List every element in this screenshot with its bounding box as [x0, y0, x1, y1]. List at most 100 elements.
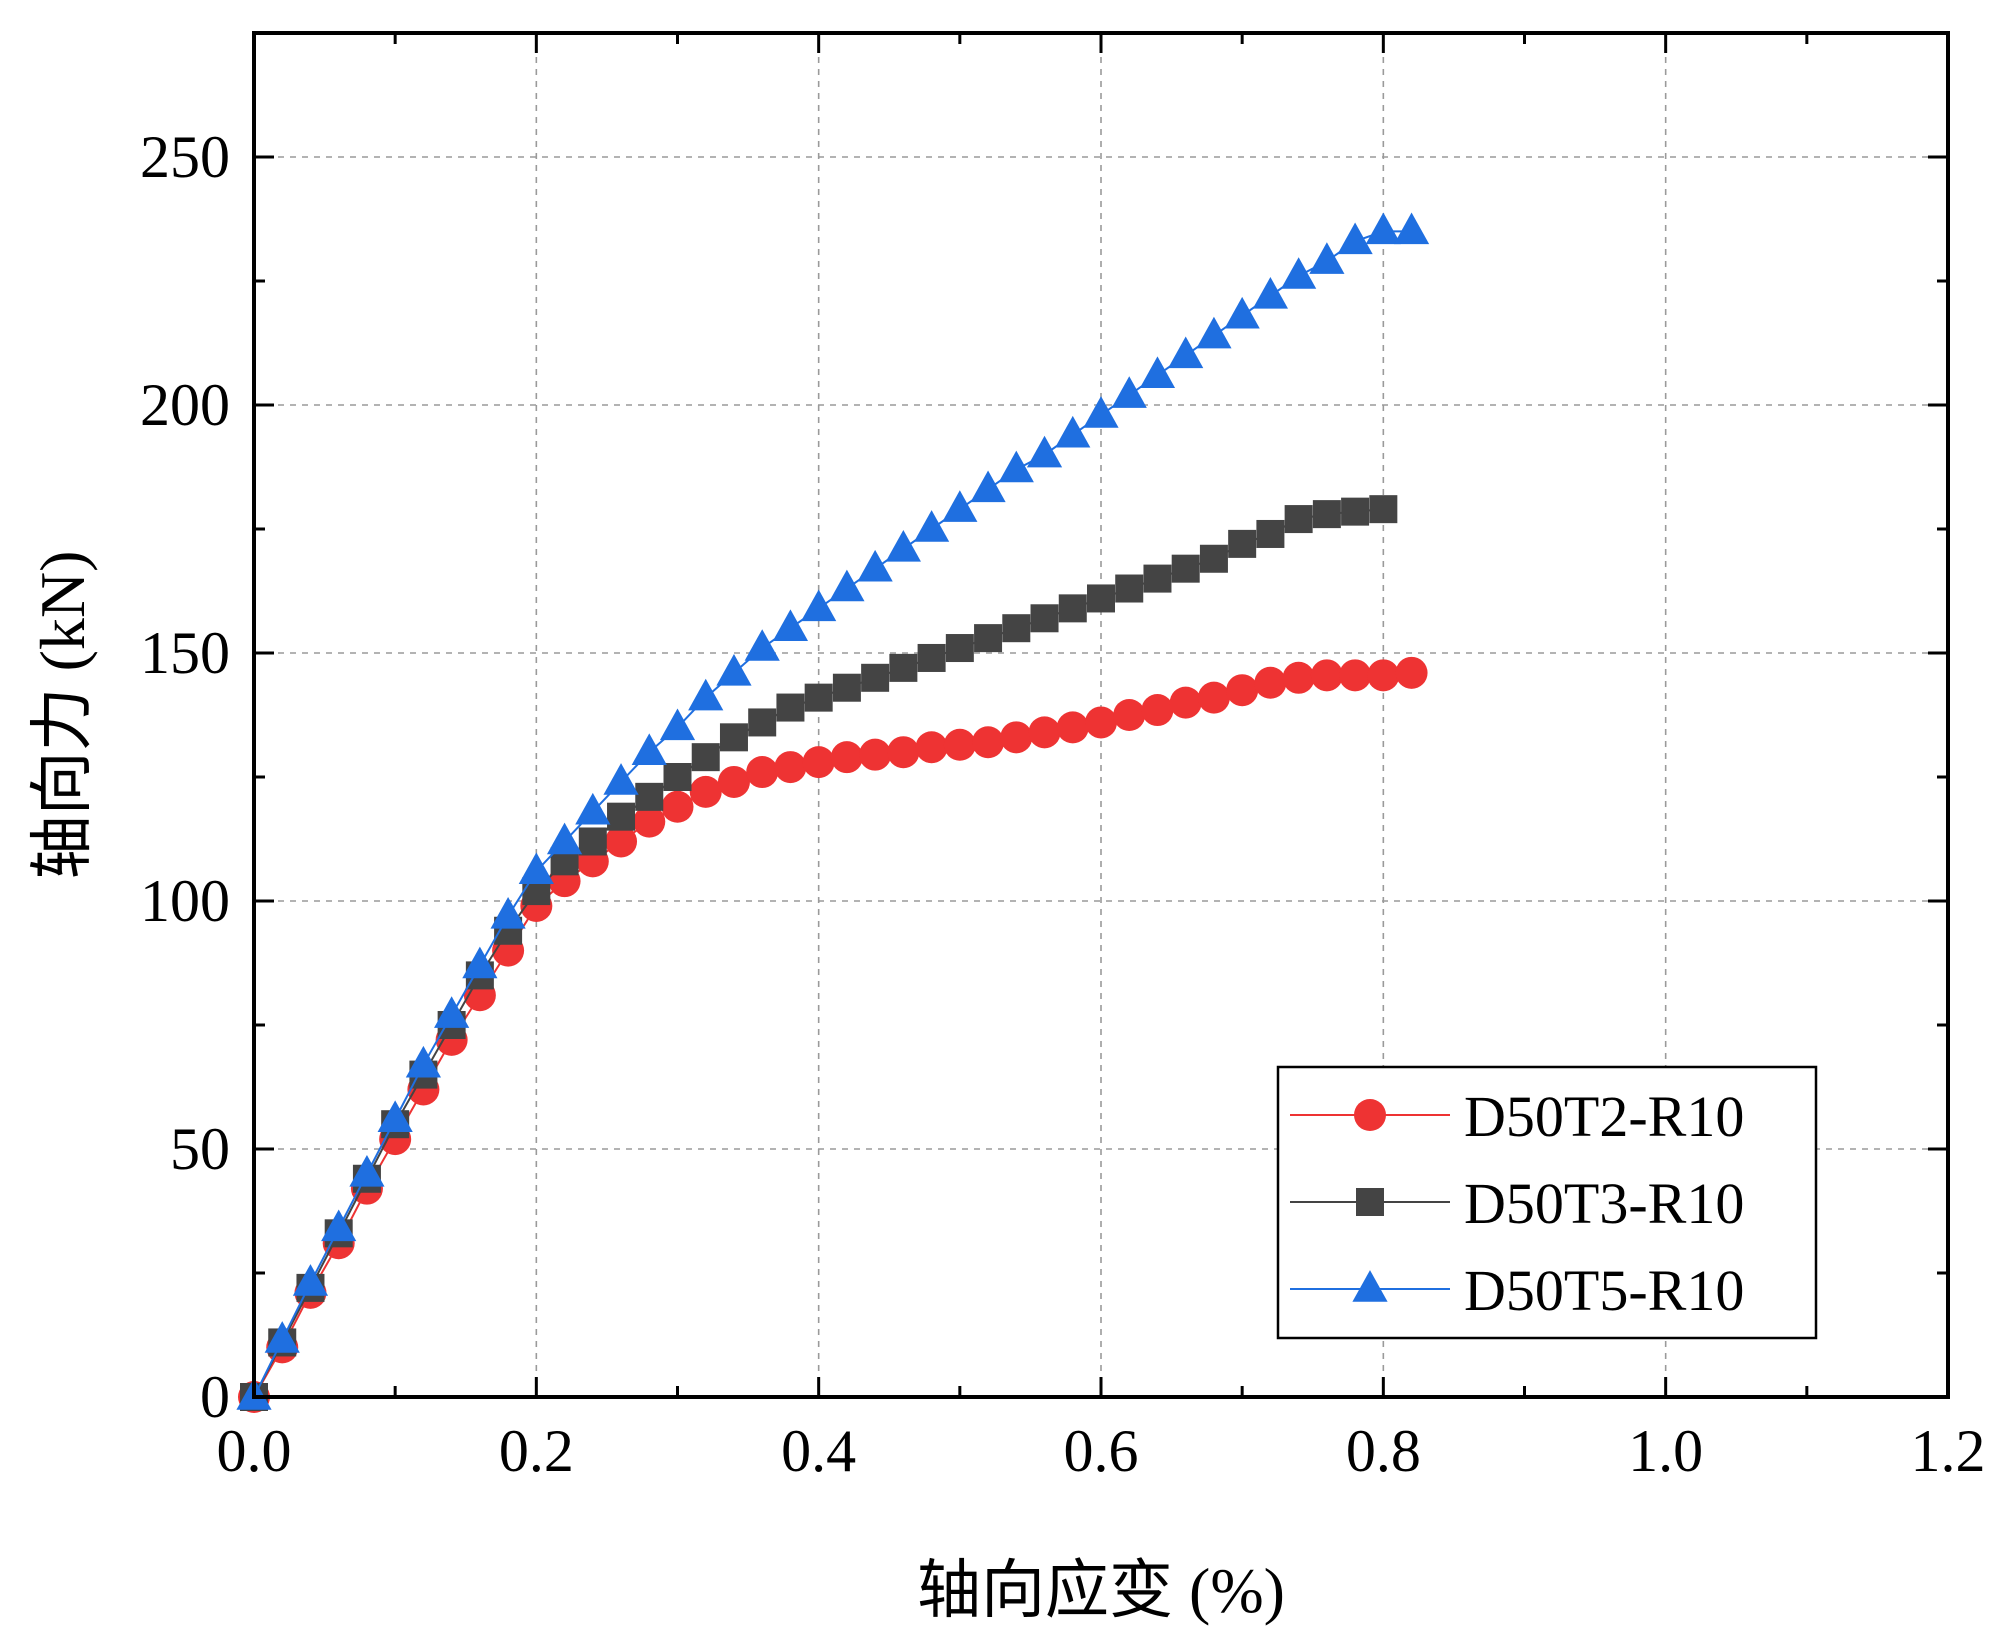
y-tick-label: 100: [140, 868, 230, 934]
data-point: [659, 708, 696, 741]
legend-label: D50T3-R10: [1464, 1171, 1744, 1236]
data-point: [691, 743, 720, 772]
data-point: [942, 490, 978, 522]
data-point: [490, 897, 526, 929]
data-point: [1312, 500, 1341, 529]
data-point: [1309, 242, 1345, 274]
data-point: [802, 746, 835, 779]
data-point: [1139, 356, 1176, 389]
data-point: [716, 653, 752, 686]
data-point: [1252, 277, 1288, 309]
data-point: [1367, 659, 1400, 692]
x-tick-label: 1.0: [1628, 1418, 1703, 1484]
data-point: [405, 1045, 441, 1078]
y-tick-label: 50: [170, 1116, 230, 1182]
data-point: [1113, 699, 1146, 731]
data-point: [1171, 554, 1200, 583]
data-point: [1284, 505, 1313, 534]
data-point: [885, 529, 921, 562]
data-point: [264, 1321, 300, 1353]
data-point: [1111, 376, 1147, 408]
data-point: [688, 678, 724, 711]
data-point: [578, 827, 607, 856]
legend: D50T2-R10 D50T3-R10 D50T5-R10: [1276, 1065, 1818, 1340]
data-point: [1055, 415, 1091, 448]
legend-item: D50T5-R10: [1290, 1258, 1744, 1323]
data-point: [462, 946, 498, 979]
data-point: [1115, 574, 1144, 603]
data-point: [292, 1264, 329, 1296]
data-point: [861, 663, 890, 692]
data-point: [917, 643, 946, 672]
series-layer: [236, 212, 1430, 1413]
data-point: [1199, 544, 1228, 573]
data-point: [1000, 721, 1033, 754]
axes: 0.0 0.2 0.4 0.6 0.8 1.0 1.2 0 50 100 150 200 250: [140, 33, 1986, 1484]
legend-label: D50T2-R10: [1464, 1084, 1744, 1149]
data-point: [1339, 659, 1372, 692]
data-point: [434, 996, 470, 1028]
data-point: [661, 790, 694, 823]
data-point: [1169, 686, 1202, 719]
data-point: [546, 822, 583, 855]
data-point: [974, 624, 1003, 653]
data-point: [1141, 694, 1174, 727]
data-point: [1143, 564, 1172, 593]
data-point: [1365, 212, 1401, 245]
data-point: [1087, 584, 1115, 613]
data-point: [832, 673, 861, 702]
data-point: [1337, 222, 1373, 255]
x-tick-label: 0.4: [781, 1418, 856, 1484]
data-point: [1228, 529, 1257, 558]
series-D50T5-R10: [236, 212, 1430, 1410]
data-point: [635, 782, 664, 811]
data-point: [1085, 706, 1117, 739]
data-point: [575, 792, 611, 825]
legend-label: D50T5-R10: [1464, 1258, 1744, 1323]
data-point: [830, 741, 863, 774]
data-point: [801, 589, 837, 622]
data-point: [607, 802, 636, 831]
data-point: [804, 683, 833, 712]
data-point: [1224, 296, 1260, 329]
data-point: [1058, 594, 1087, 623]
y-tick-label: 0: [200, 1364, 230, 1430]
data-point: [914, 510, 950, 542]
legend-marker: [1356, 1188, 1384, 1216]
x-tick-label: 1.2: [1911, 1418, 1986, 1484]
data-point: [887, 736, 920, 769]
data-point: [829, 569, 865, 602]
data-point: [998, 450, 1034, 483]
legend-marker: [1354, 1099, 1386, 1131]
legend-item: D50T3-R10: [1290, 1171, 1744, 1236]
data-point: [1369, 495, 1398, 524]
data-point: [1282, 661, 1315, 694]
data-point: [1226, 674, 1259, 707]
data-point: [605, 825, 638, 858]
x-tick-label: 0.0: [217, 1418, 292, 1484]
data-point: [719, 723, 748, 752]
data-point: [943, 728, 976, 761]
data-point: [603, 763, 639, 795]
data-point: [859, 738, 892, 771]
data-point: [518, 852, 554, 885]
data-point: [1197, 681, 1230, 714]
y-axis-title: 轴向力 (kN): [27, 551, 98, 880]
data-point: [776, 693, 805, 722]
data-point: [1395, 656, 1428, 689]
data-point: [1256, 519, 1285, 548]
data-point: [1083, 396, 1119, 428]
legend-item: D50T2-R10: [1290, 1084, 1744, 1149]
data-point: [748, 708, 777, 737]
data-point: [349, 1154, 385, 1187]
x-tick-label: 0.6: [1064, 1418, 1139, 1484]
data-point: [1002, 614, 1031, 643]
data-point: [972, 726, 1005, 759]
data-point: [717, 765, 750, 798]
x-axis-title: 轴向应变 (%): [917, 1555, 1285, 1626]
data-point: [889, 653, 918, 682]
data-point: [689, 775, 722, 808]
data-point: [321, 1209, 357, 1242]
